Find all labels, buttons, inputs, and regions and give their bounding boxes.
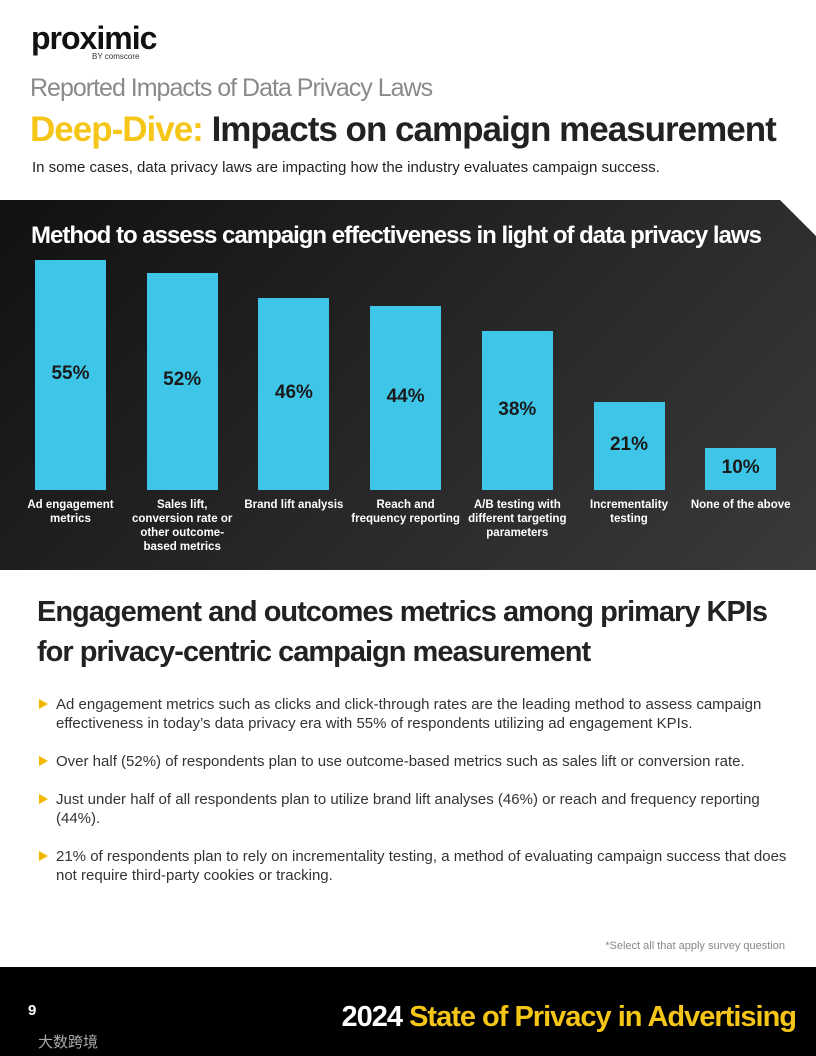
bullet: 21% of respondents plan to rely on incre… [32,847,797,885]
footer: 9 大数跨境 2024 State of Privacy in Advertis… [0,967,816,1056]
footnote: *Select all that apply survey question [605,940,785,952]
bar [258,297,330,490]
category-label: None of the above [690,499,791,511]
category-label: Incrementality testing [590,499,668,525]
footer-title: 2024 State of Privacy in Advertising [341,1001,797,1034]
footer-year: 2024 [341,1001,403,1033]
logo: proximic [31,20,157,56]
intro: In some cases, data privacy laws are imp… [32,159,660,176]
bar [593,402,665,490]
bullet: Just under half of all respondents plan … [32,790,797,828]
value-label: 21% [609,434,649,456]
bar [146,272,218,490]
watermark: 大数跨境 [38,1034,99,1051]
section-title: Engagement and outcomes metrics among pr… [37,596,768,668]
title-text: Impacts on campaign measurement [211,110,777,149]
value-label: 55% [51,363,90,384]
title-highlight: Deep-Dive: [30,110,204,149]
bullet: Ad engagement metrics such as clicks and… [32,695,797,733]
category-label: Brand lift analysis [244,499,344,511]
page-number: 9 [28,1002,37,1019]
value-label: 10% [721,457,760,479]
bullet: Over half (52%) of respondents plan to u… [32,752,797,771]
value-label: 44% [386,386,425,407]
category-label: A/B testing with different targeting par… [468,499,567,539]
value-label: 52% [163,369,202,391]
value-label: 38% [498,398,537,420]
bar [705,448,777,490]
bullet-list: Ad engagement metrics such as clicks and… [32,695,797,904]
title: Deep-Dive: Impacts on campaign measureme… [30,110,777,150]
category-label: Sales lift, conversion rate or other out… [132,499,233,553]
bar [370,306,442,490]
chart-title: Method to assess campaign effectiveness … [31,222,762,249]
bar [35,260,106,490]
bar [481,331,553,490]
kicker: Reported Impacts of Data Privacy Laws [30,74,433,102]
category-label: Reach and frequency reporting [351,499,460,525]
value-label: 46% [274,381,313,403]
logo-byline: BY comscore [92,52,140,61]
category-label: Ad engagement metrics [27,499,114,525]
footer-title-text: State of Privacy in Advertising [409,1001,797,1033]
